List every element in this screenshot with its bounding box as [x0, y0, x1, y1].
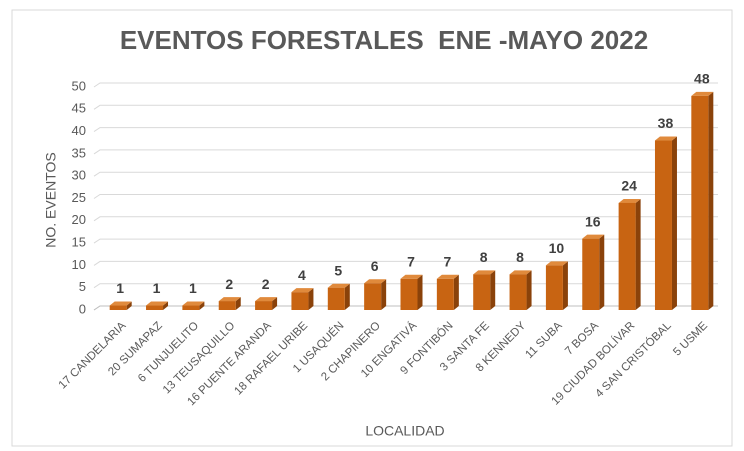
bar — [473, 274, 491, 310]
y-tick-label: 45 — [72, 101, 86, 116]
bar-side — [526, 270, 532, 310]
data-label: 1 — [153, 280, 161, 296]
bar-side — [635, 198, 641, 310]
chart-title: EVENTOS FORESTALES ENE -MAYO 2022 — [120, 25, 648, 55]
data-label: 16 — [585, 213, 601, 229]
data-label: 8 — [480, 249, 488, 265]
y-tick-label: 40 — [72, 123, 86, 138]
bar-top — [654, 136, 677, 141]
bar-top — [364, 279, 387, 284]
bar — [182, 305, 200, 310]
data-label: 7 — [443, 253, 451, 269]
bar-top — [618, 198, 641, 203]
bar-side — [453, 274, 459, 310]
bar — [654, 140, 672, 310]
y-tick-label: 35 — [72, 145, 86, 160]
y-tick-label: 0 — [79, 301, 86, 316]
bar-top — [291, 288, 314, 293]
grid-line — [93, 104, 718, 110]
bar — [364, 283, 382, 310]
bar-top — [109, 301, 132, 306]
y-tick-label: 15 — [72, 235, 86, 250]
grid-line — [93, 171, 718, 177]
bar-side — [199, 301, 205, 310]
bar-top — [509, 270, 532, 275]
bar — [509, 274, 527, 310]
data-label: 8 — [516, 249, 524, 265]
bar — [255, 301, 273, 310]
bar-side — [490, 270, 496, 310]
bar-top — [473, 270, 496, 275]
bar-side — [599, 234, 605, 310]
data-label: 6 — [371, 258, 379, 274]
data-label: 1 — [189, 280, 197, 296]
bar-side — [235, 297, 241, 310]
data-label: 4 — [298, 267, 306, 283]
bar — [109, 305, 127, 310]
x-axis-label: LOCALIDAD — [365, 423, 444, 439]
bar — [291, 292, 309, 310]
y-tick-label: 10 — [72, 257, 86, 272]
grid-line — [93, 149, 718, 155]
grid-line — [93, 238, 718, 244]
bar — [218, 301, 236, 310]
grid-line — [93, 194, 718, 199]
bar-top — [146, 301, 169, 306]
bar — [400, 278, 418, 310]
data-label: 2 — [262, 276, 270, 292]
bar — [618, 202, 636, 310]
grid-line — [93, 216, 718, 222]
data-label: 5 — [334, 262, 342, 278]
data-label: 38 — [658, 115, 674, 131]
grid-line — [93, 82, 718, 88]
bar-side — [381, 279, 387, 310]
bar-top — [582, 234, 605, 239]
data-label: 2 — [225, 276, 233, 292]
y-tick-label: 20 — [72, 212, 86, 227]
bar-side — [417, 274, 423, 310]
bar — [691, 95, 709, 310]
bar-top — [182, 301, 205, 306]
data-label: 24 — [621, 178, 637, 194]
y-tick-label: 5 — [79, 279, 86, 294]
bar — [436, 278, 454, 310]
data-label: 1 — [116, 280, 124, 296]
bar-side — [163, 301, 169, 310]
bar-side — [272, 297, 278, 310]
bar-side — [708, 91, 714, 310]
y-tick-label: 50 — [72, 78, 86, 93]
bar-top — [545, 261, 568, 266]
bar-side — [671, 136, 677, 310]
y-tick-label: 30 — [72, 168, 86, 183]
bar-side — [344, 283, 350, 310]
grid-line — [93, 260, 718, 266]
data-label: 7 — [407, 253, 415, 269]
bar-top — [691, 91, 714, 96]
bar-top — [255, 297, 278, 302]
bar-side — [562, 261, 568, 310]
bar-top — [400, 274, 423, 279]
data-label: 48 — [694, 71, 710, 87]
data-label: 10 — [549, 240, 565, 256]
bar — [327, 287, 345, 310]
bar-side — [308, 288, 314, 310]
bar — [146, 305, 164, 310]
bar-side — [126, 301, 132, 310]
bar-top — [436, 274, 459, 279]
y-axis-label: NO. EVENTOS — [43, 152, 59, 247]
bar-top — [327, 283, 350, 288]
bar — [545, 265, 563, 310]
bar-top — [218, 297, 241, 302]
grid-line — [93, 127, 718, 133]
bar — [582, 238, 600, 310]
y-tick-label: 25 — [72, 190, 86, 205]
